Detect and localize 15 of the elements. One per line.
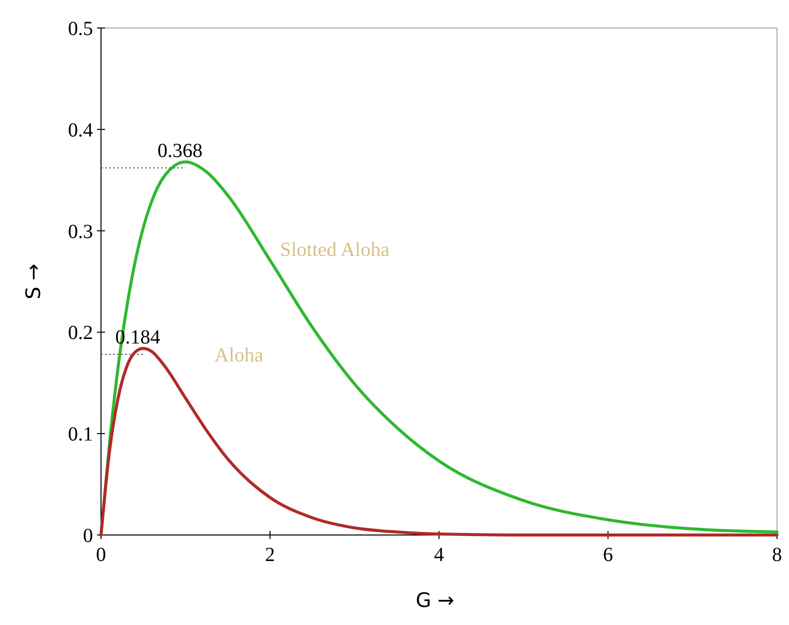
y-tick-label: 0.3 xyxy=(68,220,93,243)
y-axis-title: S → xyxy=(21,264,45,300)
series-label: Slotted Aloha xyxy=(280,239,390,262)
y-tick-label: 0.5 xyxy=(68,18,93,40)
x-tick-label: 6 xyxy=(603,544,613,566)
y-tick-label: 0.4 xyxy=(68,119,93,142)
y-tick-label: 0.2 xyxy=(68,322,93,344)
y-tick-label: 0.1 xyxy=(68,424,93,446)
text: Aloha xyxy=(214,344,264,367)
x-tick-label: 8 xyxy=(772,544,782,566)
x-axis-title: G → xyxy=(416,588,454,612)
annotation: 0.368 xyxy=(158,140,202,162)
x-tick-label: 2 xyxy=(265,544,275,566)
x-tick-label: 4 xyxy=(434,544,444,566)
y-tick-label: 0 xyxy=(83,525,93,547)
